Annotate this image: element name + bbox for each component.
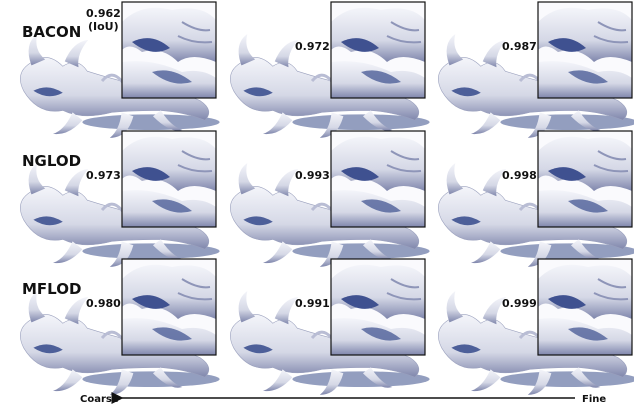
iou-score: 0.987 <box>502 40 537 53</box>
method-label: MFLOD <box>22 280 81 298</box>
iou-score: 0.962 <box>86 7 121 20</box>
closeup-image <box>122 131 216 227</box>
axis-end-label: Fine <box>582 394 606 405</box>
closeup-image <box>538 259 632 355</box>
closeup-image <box>538 131 632 227</box>
closeup-image <box>331 2 425 98</box>
closeup-image <box>538 2 632 98</box>
closeup-image <box>331 131 425 227</box>
iou-score: 0.980 <box>86 297 121 310</box>
axis-start-label: Coarse <box>80 394 119 405</box>
iou-score: 0.993 <box>295 169 330 182</box>
iou-score: 0.991 <box>295 297 330 310</box>
method-label: BACON <box>22 23 81 41</box>
closeup-image <box>122 259 216 355</box>
iou-score: 0.973 <box>86 169 121 182</box>
iou-score: 0.998 <box>502 169 537 182</box>
iou-score: 0.972 <box>295 40 330 53</box>
figure: 0.962 0.972 0.987 BACON 0.973 0.993 0.998 NGLOD… <box>0 0 634 408</box>
closeup-image <box>122 2 216 98</box>
method-label: NGLOD <box>22 152 81 170</box>
metric-note: (IoU) <box>88 20 119 33</box>
iou-score: 0.999 <box>502 297 537 310</box>
closeup-image <box>331 259 425 355</box>
